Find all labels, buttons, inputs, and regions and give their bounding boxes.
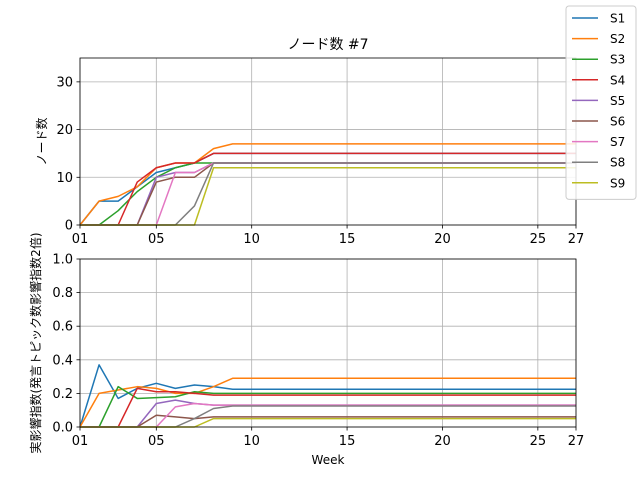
- y-tick-label: 0.0: [52, 421, 73, 436]
- x-tick-label: 15: [339, 434, 356, 449]
- series-line-s3: [80, 385, 576, 428]
- x-tick-label: 05: [148, 232, 165, 247]
- x-tick-label: 01: [72, 434, 89, 449]
- x-tick-label: 10: [243, 434, 260, 449]
- x-tick-label: 01: [72, 232, 89, 247]
- legend-label-s1: S1: [610, 12, 625, 26]
- series-line-s4: [80, 387, 576, 428]
- legend-label-s8: S8: [610, 156, 625, 170]
- chart-node-count: 01 05 10 15 20 25 27 0 10 20 30 ノード数 #7 ノード数: [34, 37, 584, 247]
- x-axis-label: Week: [312, 453, 345, 467]
- y-tick-label: 0.2: [52, 387, 73, 402]
- x-tick-label: 15: [339, 232, 356, 247]
- series-line-s2: [79, 377, 576, 428]
- x-tick-label: 20: [434, 434, 451, 449]
- x-tick-label: 27: [568, 232, 585, 247]
- x-tick-label: 25: [530, 232, 547, 247]
- y-tick-label: 20: [56, 123, 73, 138]
- chart-title: ノード数 #7: [287, 37, 368, 53]
- series-line-s7: [80, 402, 576, 428]
- y-axis-label: ノード数: [34, 117, 49, 165]
- y-tick-label: 30: [56, 75, 73, 90]
- y-tick-label: 10: [56, 171, 73, 186]
- y-axis-label: 実影響指数(発言トピック数影響指数2倍): [28, 233, 43, 454]
- series-line-s4: [80, 152, 576, 226]
- legend-label-s6: S6: [610, 115, 625, 129]
- axes-frame: [79, 258, 577, 428]
- chart-impact-index: 01 05 10 15 20 25 27 0.0 0.2 0.4 0.6 0.8 1.0 Week 実影響指…: [28, 233, 584, 468]
- plot-area: [80, 259, 576, 427]
- legend-label-s4: S4: [610, 73, 625, 87]
- legend-label-s7: S7: [610, 135, 625, 149]
- y-tick-label: 0: [65, 219, 73, 234]
- plot-area: [80, 58, 576, 225]
- legend-label-s3: S3: [610, 53, 625, 67]
- legend-label-s9: S9: [610, 176, 625, 190]
- x-tick-label: 27: [568, 434, 585, 449]
- series-line-s1: [79, 364, 576, 428]
- legend-label-s2: S2: [610, 32, 625, 46]
- y-tick-label: 0.4: [52, 353, 73, 368]
- x-tick-label: 10: [243, 232, 260, 247]
- x-tick-label: 05: [148, 434, 165, 449]
- y-tick-label: 0.8: [52, 286, 73, 301]
- legend-label-s5: S5: [610, 94, 625, 108]
- y-tick-label: 1.0: [52, 253, 73, 268]
- legend-box: [565, 5, 637, 200]
- series-line-s6: [80, 414, 576, 428]
- x-tick-label: 20: [434, 232, 451, 247]
- x-tick-label: 25: [530, 434, 547, 449]
- y-tick-label: 0.6: [52, 320, 73, 335]
- legend: S1 S2 S3 S4 S5 S6 S7 S8 S9: [565, 5, 637, 200]
